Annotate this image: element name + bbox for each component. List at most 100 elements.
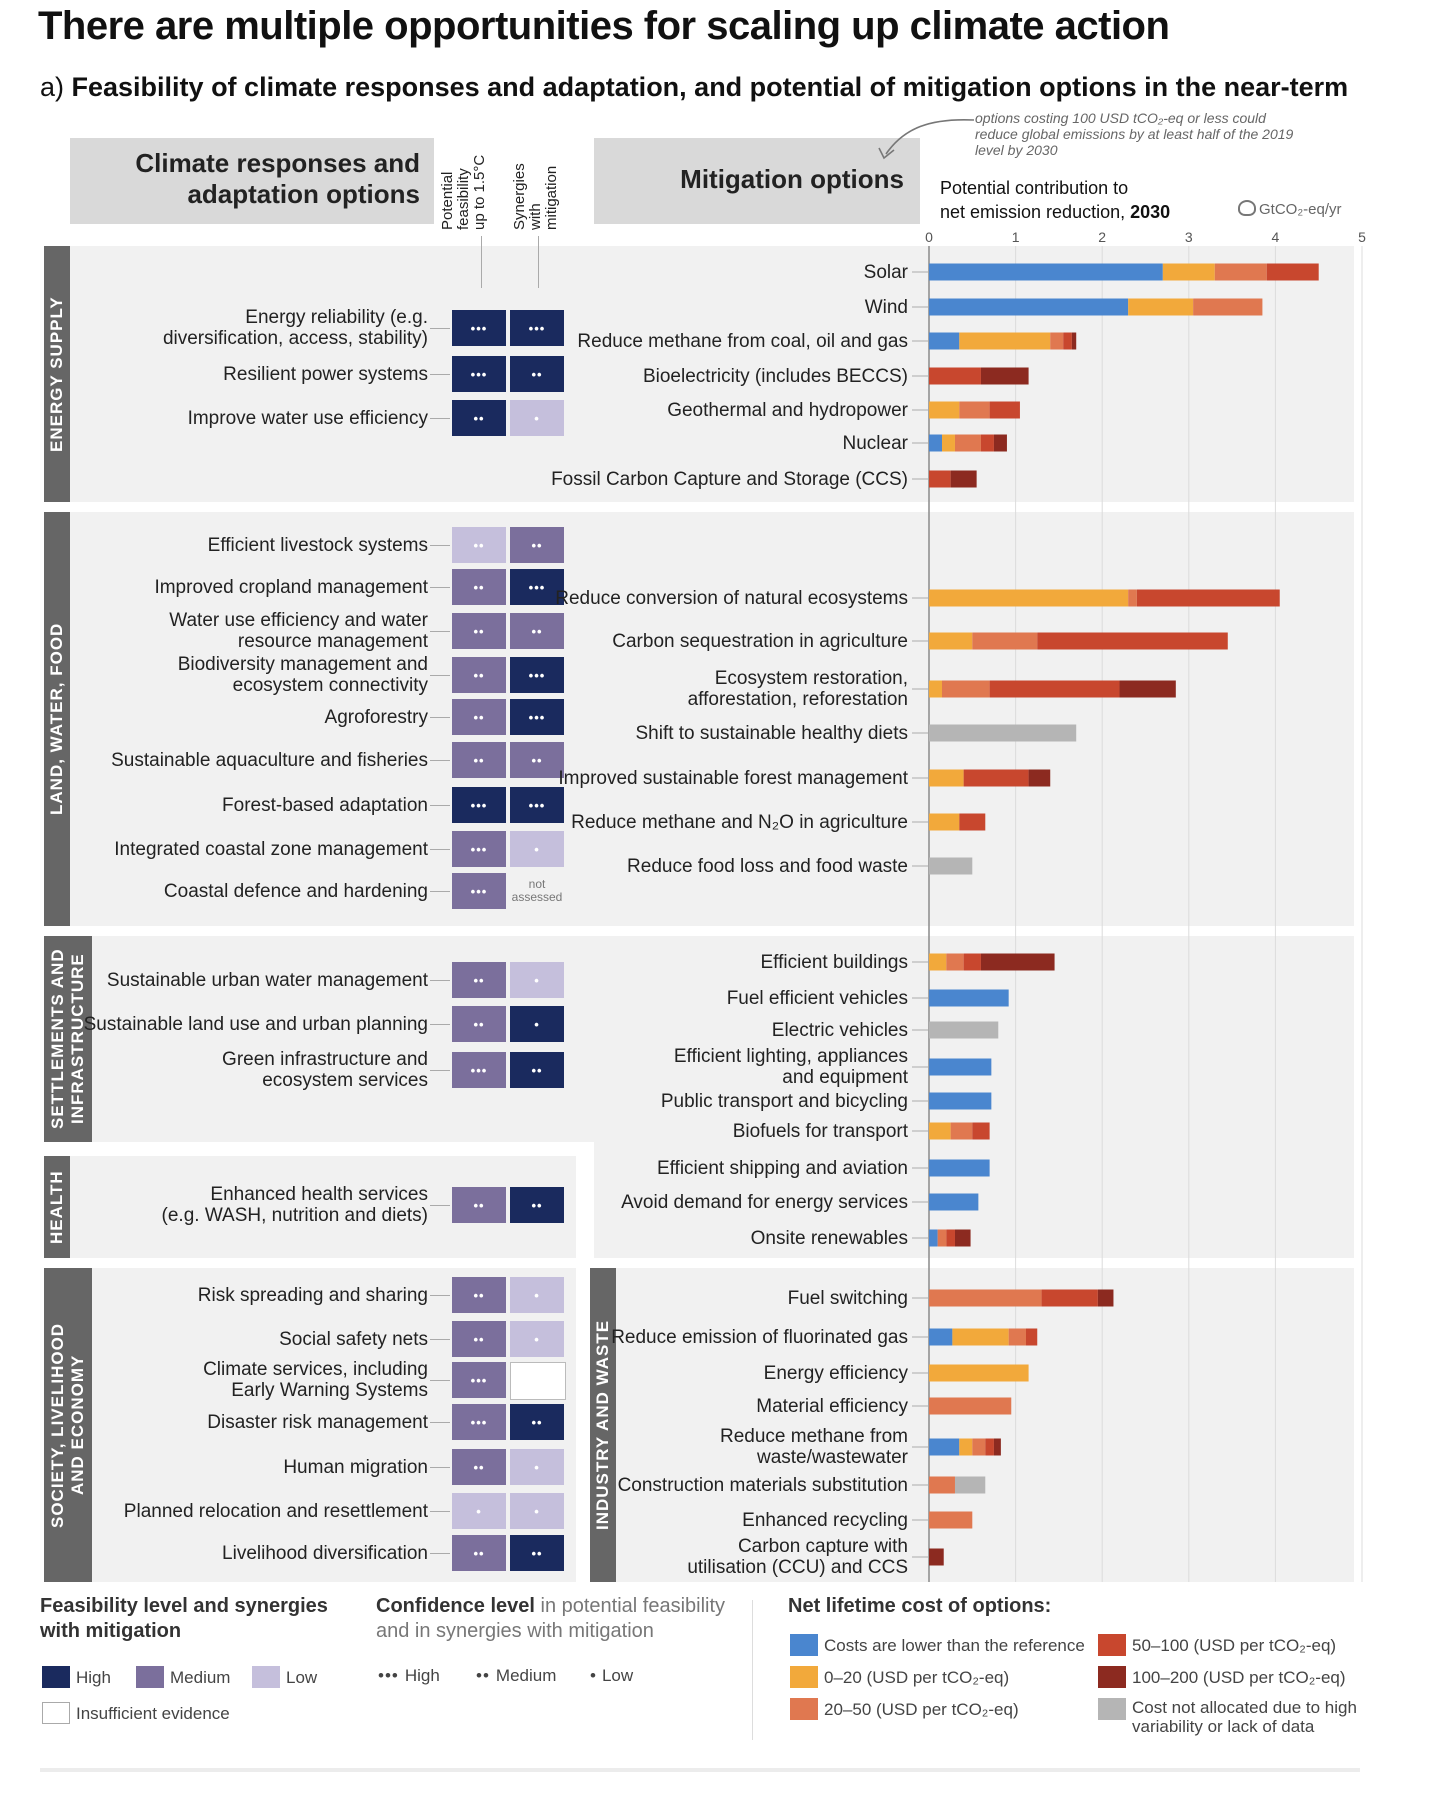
mitigation-label: Reduce emission of fluorinated gas bbox=[611, 1326, 908, 1348]
adaptation-label: Sustainable land use and urban planning bbox=[83, 1013, 428, 1035]
mitigation-label: Carbon capture with utilisation (CCU) an… bbox=[687, 1536, 908, 1578]
adaptation-label: Risk spreading and sharing bbox=[197, 1284, 428, 1306]
feasibility-cell: •• bbox=[452, 1277, 506, 1313]
adaptation-label: Green infrastructure and ecosystem servi… bbox=[222, 1049, 428, 1091]
mitigation-label: Shift to sustainable healthy diets bbox=[635, 722, 908, 744]
note-arrow bbox=[878, 118, 975, 160]
bar-segment-cost-20-50 bbox=[1128, 589, 1137, 607]
conf-medium: •• Medium bbox=[476, 1666, 556, 1686]
bar-segment-cost-20-50 bbox=[972, 632, 1038, 650]
label-leader bbox=[430, 1070, 450, 1071]
legend-cost-lower: Costs are lower than the reference bbox=[790, 1634, 1085, 1656]
bar-segment-cost-50-100 bbox=[946, 1229, 955, 1247]
unit-icon bbox=[1238, 200, 1256, 216]
bar-segment-cost-100-200 bbox=[929, 1548, 944, 1566]
bar-segment-cost-50-100 bbox=[1063, 332, 1072, 350]
feasibility-cell: ••• bbox=[452, 1404, 506, 1440]
society-section-tab bbox=[44, 1268, 92, 1582]
synergy-cell: • bbox=[510, 962, 564, 998]
adaptation-label: Sustainable urban water management bbox=[106, 969, 428, 991]
adaptation-label: Planned relocation and resettlement bbox=[123, 1500, 428, 1522]
feasibility-cell: ••• bbox=[452, 873, 506, 909]
legend-insufficient-swatch bbox=[42, 1702, 70, 1724]
synergy-cell: •• bbox=[510, 1052, 564, 1088]
legend-cost-0-20-label: 0–20 (USD per tCO₂-eq) bbox=[824, 1667, 1010, 1687]
mitigation-label: Geothermal and hydropower bbox=[667, 399, 908, 421]
bar-segment-cost-20-50 bbox=[959, 401, 990, 419]
conf-high-label: High bbox=[404, 1666, 440, 1685]
label-leader bbox=[430, 849, 450, 850]
mitigation-label: Fossil Carbon Capture and Storage (CCS) bbox=[551, 468, 908, 490]
feasibility-cell: •• bbox=[452, 742, 506, 778]
label-leader bbox=[430, 891, 450, 892]
synergy-cell bbox=[510, 1362, 566, 1400]
bar-segment-cost-100-200 bbox=[1071, 332, 1077, 350]
conf-high-dots: ••• bbox=[378, 1666, 399, 1685]
bar-segment-cost-0-20 bbox=[929, 813, 960, 831]
bar-segment-cost-na bbox=[929, 857, 973, 875]
unit-text: GtCO₂-eq/yr bbox=[1259, 201, 1342, 218]
bar-segment-cost-50-100 bbox=[959, 813, 986, 831]
mitigation-label: Efficient lighting, appliances and equip… bbox=[673, 1046, 908, 1088]
bar-segment-cost-50-100 bbox=[1041, 1289, 1098, 1307]
mitigation-label: Wind bbox=[864, 296, 908, 318]
mitigation-label: Reduce food loss and food waste bbox=[627, 855, 908, 877]
bar-segment-cost-100-200 bbox=[1097, 1289, 1114, 1307]
bar-segment-cost-0-20 bbox=[1162, 263, 1215, 281]
bar-segment-cost-0-20 bbox=[929, 769, 964, 787]
mitigation-label: Bioelectricity (includes BECCS) bbox=[642, 365, 908, 387]
bar-segment-cost-lower bbox=[929, 1193, 979, 1211]
bar-segment-cost-na bbox=[929, 724, 1077, 742]
bar-segment-cost-0-20 bbox=[929, 953, 947, 971]
legend-medium-swatch bbox=[136, 1666, 164, 1688]
adaptation-label: Coastal defence and hardening bbox=[163, 880, 428, 902]
legend-medium: Medium bbox=[136, 1666, 230, 1688]
synergy-cell: • bbox=[510, 1449, 564, 1485]
industry-section-tab bbox=[590, 1268, 616, 1582]
label-leader bbox=[430, 760, 450, 761]
adaptation-label: Forest-based adaptation bbox=[222, 794, 428, 816]
legend-high: High bbox=[42, 1666, 111, 1688]
feasibility-cell: •• bbox=[452, 657, 506, 693]
label-leader bbox=[430, 717, 450, 718]
adaptation-label: Water use efficiency and water resource … bbox=[169, 610, 428, 652]
potential-label: Potential contribution to net emission r… bbox=[940, 176, 1170, 224]
energy-section-bg bbox=[44, 246, 1354, 502]
label-leader bbox=[430, 1295, 450, 1296]
bar-segment-cost-20-50 bbox=[972, 1438, 986, 1456]
mitigation-label: Biofuels for transport bbox=[732, 1120, 908, 1142]
label-leader bbox=[430, 1024, 450, 1025]
synergy-cell: •• bbox=[510, 1404, 564, 1440]
synergy-cell: ••• bbox=[510, 787, 564, 823]
feasibility-cell: •• bbox=[452, 527, 506, 563]
bar-segment-cost-50-100 bbox=[1037, 632, 1228, 650]
bar-segment-cost-20-50 bbox=[946, 953, 964, 971]
feasibility-cell: •• bbox=[452, 1187, 506, 1223]
settlements-section-tab bbox=[44, 936, 92, 1142]
legend-cost-50-100-label: 50–100 (USD per tCO₂-eq) bbox=[1132, 1635, 1337, 1655]
label-leader bbox=[430, 418, 450, 419]
x-tick-label: 3 bbox=[1185, 229, 1193, 245]
feasibility-cell: •• bbox=[452, 1535, 506, 1571]
bar-segment-cost-lower bbox=[929, 263, 1163, 281]
synergy-cell: ••• bbox=[510, 569, 564, 605]
conf-medium-label: Medium bbox=[495, 1666, 557, 1685]
bar-segment-cost-20-50 bbox=[1050, 332, 1064, 350]
adaptation-label: Energy reliability (e.g. diversification… bbox=[162, 307, 428, 349]
bar-segment-cost-0-20 bbox=[941, 434, 955, 452]
legend-high-label: High bbox=[76, 1667, 111, 1687]
bar-segment-cost-0-20 bbox=[929, 589, 1129, 607]
conf-medium-dots: •• bbox=[476, 1666, 490, 1685]
column-guide bbox=[538, 236, 539, 288]
legend-low-label: Low bbox=[286, 1667, 318, 1687]
mitigation-label: Fuel switching bbox=[787, 1287, 908, 1309]
synergy-cell: • bbox=[510, 1277, 564, 1313]
label-leader bbox=[430, 1339, 450, 1340]
legend-high-swatch bbox=[42, 1666, 70, 1688]
mitigation-label: Material efficiency bbox=[756, 1395, 908, 1417]
bar-segment-cost-20-50 bbox=[1008, 1328, 1026, 1346]
bar-segment-cost-20-50 bbox=[929, 1289, 1042, 1307]
legend-low: Low bbox=[252, 1666, 317, 1688]
bar-segment-cost-50-100 bbox=[1025, 1328, 1038, 1346]
adaptation-label: Human migration bbox=[283, 1456, 428, 1478]
